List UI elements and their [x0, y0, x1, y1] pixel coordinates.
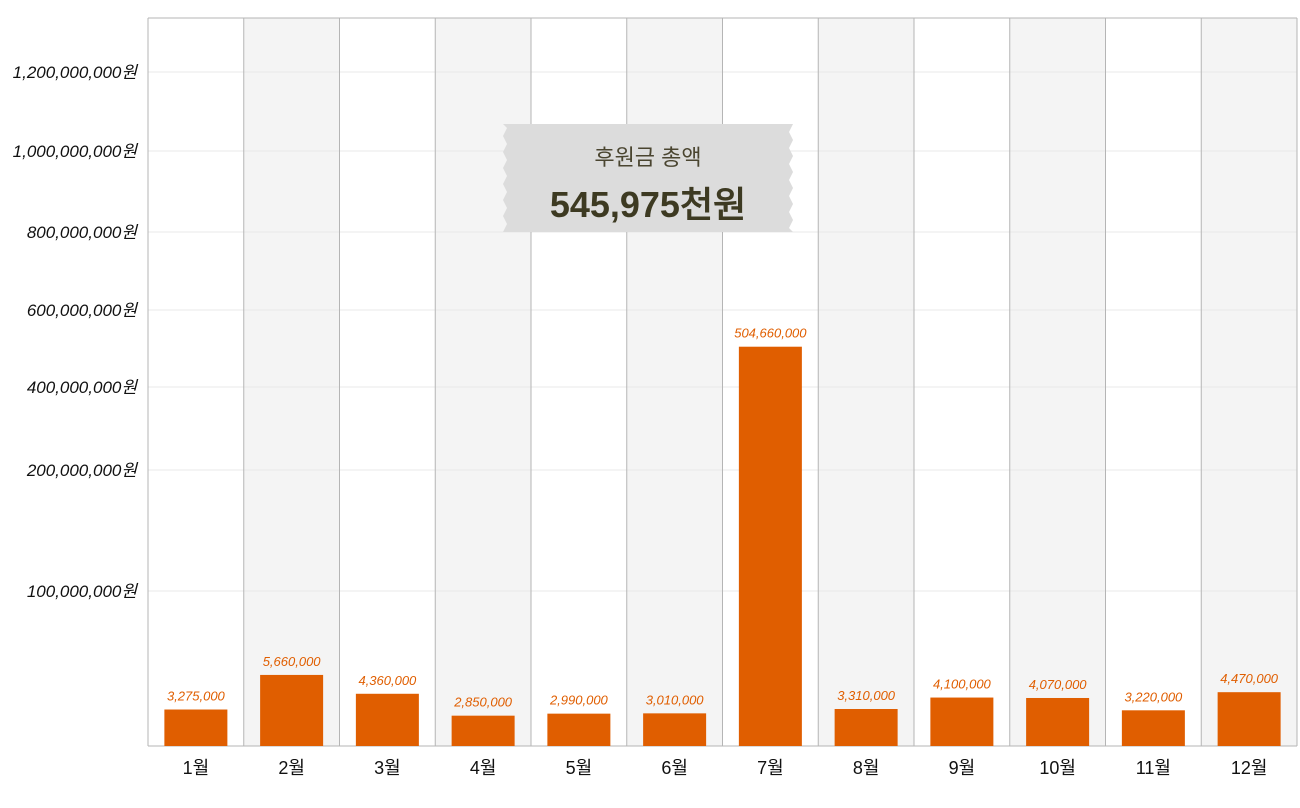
total-donation-value: 545,975천원 — [549, 184, 747, 225]
data-label: 4,070,000 — [1029, 677, 1088, 692]
x-tick-label: 7월 — [757, 758, 784, 778]
data-label: 4,360,000 — [358, 673, 417, 688]
x-tick-label: 8월 — [853, 758, 880, 778]
x-tick-label: 1월 — [183, 758, 210, 778]
y-tick-label: 1,000,000,000원 — [13, 142, 139, 161]
data-label: 3,010,000 — [646, 692, 705, 707]
y-tick-label: 100,000,000원 — [27, 582, 139, 601]
bar — [547, 713, 611, 746]
x-tick-label: 3월 — [374, 758, 401, 778]
bar — [164, 709, 228, 746]
bar — [451, 715, 515, 746]
bar — [834, 709, 898, 746]
x-tick-label: 4월 — [470, 758, 497, 778]
bar — [1217, 692, 1281, 746]
x-tick-label: 6월 — [661, 758, 688, 778]
data-label: 3,220,000 — [1124, 689, 1183, 704]
bar — [930, 697, 994, 746]
y-tick-label: 400,000,000원 — [27, 378, 139, 397]
column-band — [339, 18, 436, 746]
total-donation-callout: 후원금 총액 545,975천원 — [503, 124, 793, 232]
data-label: 2,990,000 — [549, 693, 609, 708]
x-tick-label: 2월 — [278, 758, 305, 778]
bar — [738, 346, 802, 746]
y-tick-label: 600,000,000원 — [27, 301, 139, 320]
data-label: 2,850,000 — [453, 695, 513, 710]
data-label: 3,310,000 — [837, 688, 896, 703]
x-tick-label: 5월 — [566, 758, 593, 778]
x-tick-label: 9월 — [949, 758, 976, 778]
column-band — [1105, 18, 1202, 746]
bar — [355, 693, 419, 746]
x-tick-label: 10월 — [1039, 758, 1076, 778]
bar — [1026, 697, 1090, 746]
data-label: 504,660,000 — [734, 326, 807, 341]
total-donation-title: 후원금 총액 — [594, 145, 702, 170]
bar — [643, 713, 707, 746]
column-band — [914, 18, 1010, 746]
y-tick-label: 1,200,000,000원 — [13, 63, 139, 82]
column-band — [148, 18, 244, 746]
x-tick-label: 12월 — [1231, 758, 1268, 778]
x-tick-label: 11월 — [1136, 758, 1171, 778]
bar — [1121, 710, 1185, 746]
data-label: 5,660,000 — [263, 654, 322, 669]
column-band — [243, 18, 340, 746]
bar — [260, 674, 324, 746]
data-label: 4,470,000 — [1220, 671, 1279, 686]
y-tick-label: 800,000,000원 — [27, 223, 139, 242]
column-band — [1201, 18, 1297, 746]
column-band — [818, 18, 914, 746]
column-band — [1009, 18, 1106, 746]
y-tick-label: 200,000,000원 — [26, 461, 139, 480]
data-label: 3,275,000 — [167, 689, 226, 704]
callout-background — [503, 124, 793, 232]
data-label: 4,100,000 — [933, 677, 992, 692]
